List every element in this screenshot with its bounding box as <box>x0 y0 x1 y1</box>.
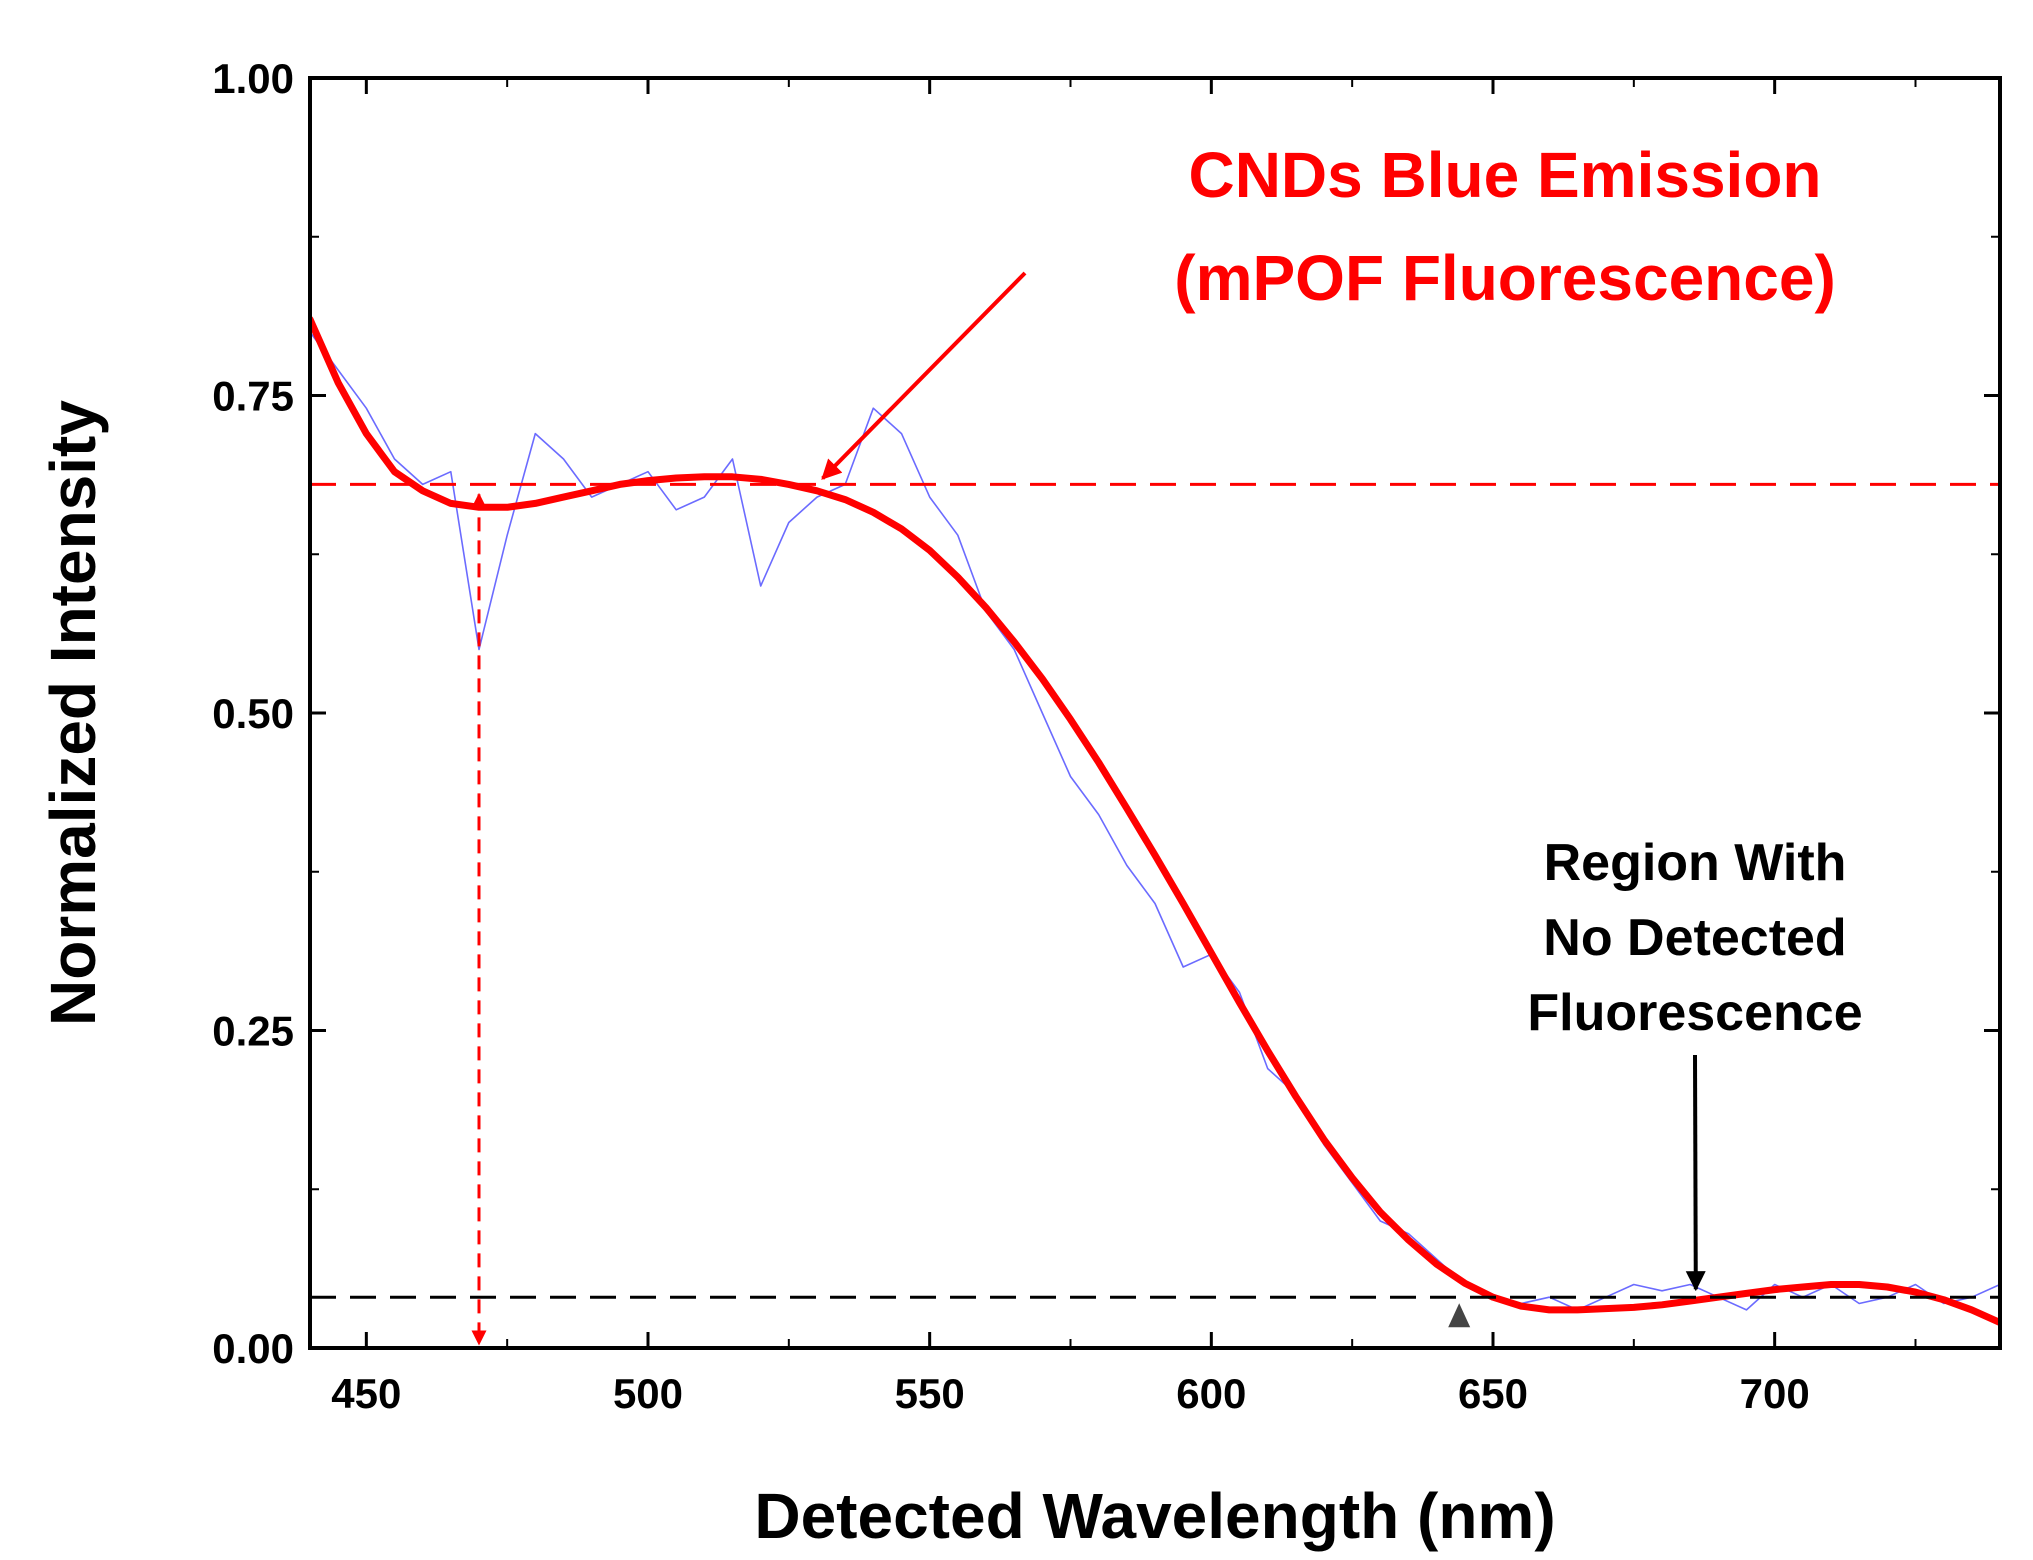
y-tick-label-4: 1.00 <box>212 55 294 102</box>
x-tick-label-450: 450 <box>331 1370 401 1417</box>
annotation-no-fluorescence-arrow <box>1685 1054 1706 1292</box>
x-tick-label-650: 650 <box>1458 1370 1528 1417</box>
x-axis-title: Detected Wavelength (nm) <box>754 1480 1555 1552</box>
y-tick-label-0: 0.00 <box>212 1325 294 1372</box>
x-tick-label-550: 550 <box>895 1370 965 1417</box>
fit-curve-line <box>310 315 2000 1327</box>
annotation-blue-emission-arrow <box>821 271 1027 480</box>
x-tick-label-700: 700 <box>1740 1370 1810 1417</box>
x-tick-label-600: 600 <box>1176 1370 1246 1417</box>
axis-ticks: 450 500 550 600 650 700 0.00 0.25 0.50 0.75 1.00 <box>212 55 2000 1417</box>
y-axis-title: Normalized Intensity <box>37 400 109 1026</box>
reference-lines <box>310 482 2000 1346</box>
annotation-blue-emission-line-1: CNDs Blue Emission <box>1188 139 1821 211</box>
y-tick-label-2: 0.50 <box>212 690 294 737</box>
annotation-no-fluorescence-line-1: Region With <box>1544 834 1847 892</box>
measured-spectrum-line <box>310 331 2000 1311</box>
x-tick-label-500: 500 <box>613 1370 683 1417</box>
annotation-no-fluorescence-line-2: No Detected <box>1543 909 1846 967</box>
y-tick-label-3: 0.75 <box>212 373 294 420</box>
series-layer <box>310 315 2000 1327</box>
y-tick-label-1: 0.25 <box>212 1008 294 1055</box>
small-up-arrow-marker <box>1448 1303 1471 1328</box>
annotation-no-fluorescence-line-3: Fluorescence <box>1527 984 1862 1042</box>
annotation-blue-emission-line-2: (mPOF Fluorescence) <box>1174 242 1836 314</box>
